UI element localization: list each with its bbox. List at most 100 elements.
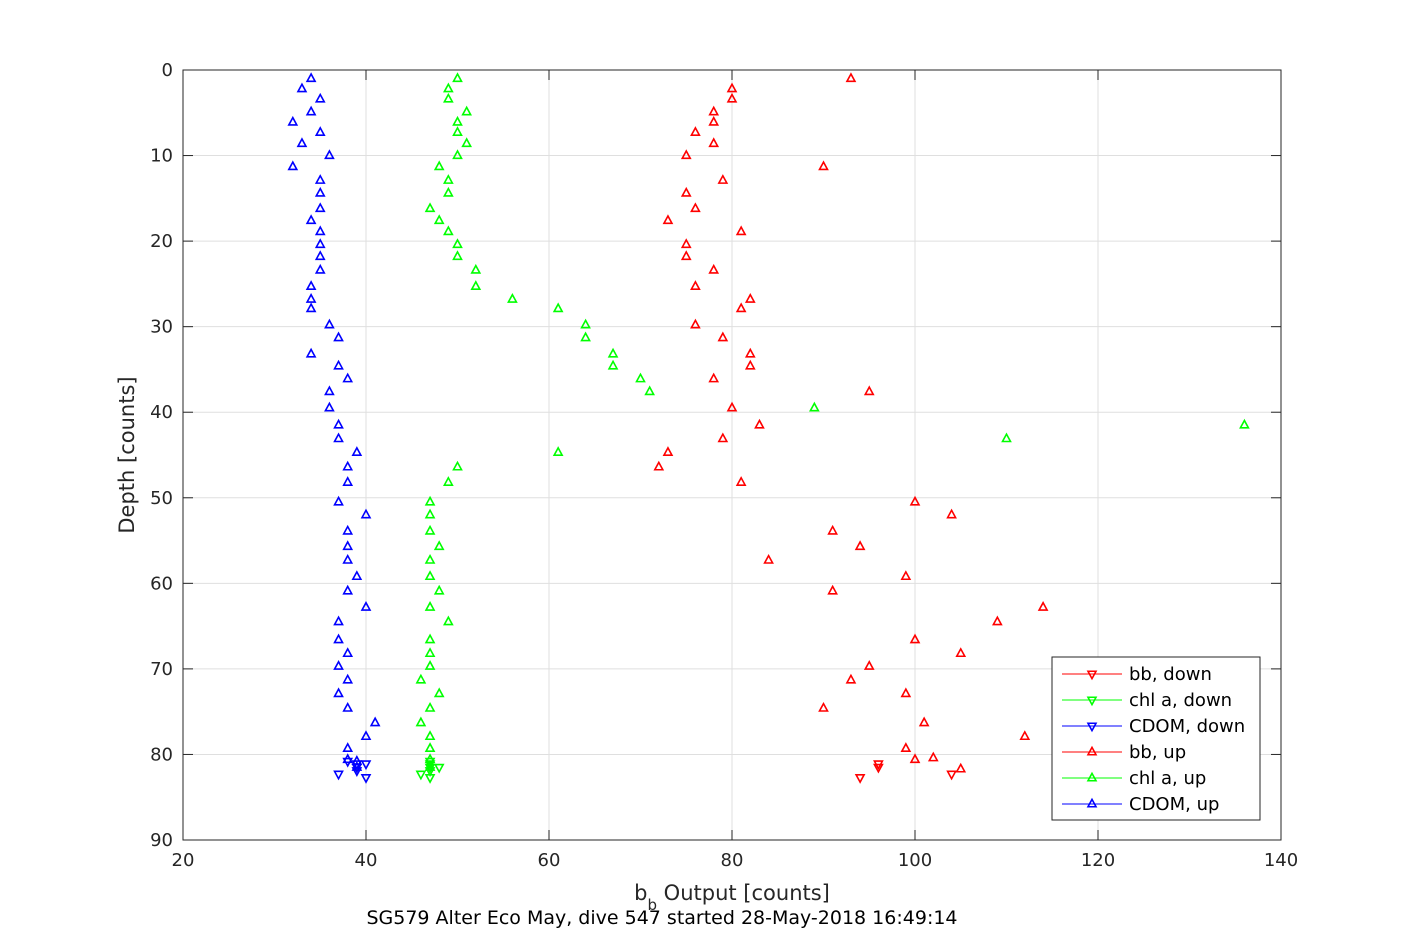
data-point xyxy=(360,508,372,519)
data-point xyxy=(342,753,354,764)
data-point xyxy=(726,401,738,412)
data-point xyxy=(305,105,317,116)
data-point xyxy=(415,716,427,727)
legend-entry: chl a, up xyxy=(1129,768,1206,789)
data-point xyxy=(1239,418,1250,429)
data-point xyxy=(827,584,838,595)
y-tick-label: 10 xyxy=(150,146,173,167)
y-tick-label: 80 xyxy=(150,744,173,765)
caption: SG579 Alter Eco May, dive 547 started 28… xyxy=(366,907,957,929)
data-point xyxy=(296,137,308,148)
data-point xyxy=(287,115,299,126)
data-point xyxy=(305,302,317,313)
data-point xyxy=(333,633,344,644)
data-point xyxy=(433,540,445,551)
data-point xyxy=(415,770,427,781)
legend-marker xyxy=(1086,670,1098,681)
data-point xyxy=(360,601,372,611)
data-point xyxy=(287,160,299,171)
series-4 xyxy=(415,72,1250,771)
data-point xyxy=(424,730,436,741)
data-point xyxy=(433,763,445,774)
data-point xyxy=(305,280,317,291)
legend-entry: chl a, down xyxy=(1129,690,1232,711)
data-point xyxy=(552,446,564,456)
legend-marker xyxy=(1086,797,1098,808)
y-tick-label: 60 xyxy=(150,573,173,594)
data-point xyxy=(680,238,692,249)
data-point xyxy=(324,149,335,160)
data-point xyxy=(351,761,363,771)
data-point xyxy=(351,446,363,456)
data-point xyxy=(955,647,967,658)
data-point xyxy=(443,615,454,626)
data-point xyxy=(443,476,454,486)
data-point xyxy=(680,149,692,160)
x-tick-label: 120 xyxy=(1081,850,1115,871)
data-point xyxy=(607,347,619,358)
data-point xyxy=(754,418,765,429)
y-tick-label: 0 xyxy=(162,60,173,81)
data-point xyxy=(333,331,344,342)
data-point xyxy=(726,92,738,103)
data-point xyxy=(333,432,344,443)
data-point xyxy=(342,476,354,486)
legend-entry: CDOM, up xyxy=(1129,794,1219,815)
data-point xyxy=(726,82,738,93)
data-point xyxy=(314,186,326,197)
legend-entry: bb, down xyxy=(1129,664,1212,685)
data-point xyxy=(735,476,747,486)
data-point xyxy=(424,742,436,753)
legend-marker xyxy=(1086,696,1098,707)
data-point xyxy=(415,673,427,684)
data-point xyxy=(424,633,436,644)
data-point xyxy=(863,385,875,396)
data-point xyxy=(314,238,326,249)
data-point xyxy=(424,761,436,771)
data-point xyxy=(452,250,463,261)
data-point xyxy=(360,773,372,784)
data-point xyxy=(854,773,866,784)
data-point xyxy=(443,174,454,184)
y-tick-label: 40 xyxy=(150,402,173,423)
data-point xyxy=(333,660,344,670)
data-point xyxy=(443,92,454,103)
data-point xyxy=(690,202,701,213)
data-point xyxy=(946,770,957,781)
legend-marker xyxy=(1086,722,1098,733)
data-point xyxy=(909,495,921,506)
data-point xyxy=(854,540,866,551)
data-point xyxy=(342,673,354,684)
data-point xyxy=(314,250,326,261)
x-tick-label: 140 xyxy=(1264,850,1298,871)
data-point xyxy=(452,149,463,160)
data-point xyxy=(662,214,674,225)
data-point xyxy=(305,214,317,225)
x-axis-label-main: b xyxy=(634,881,647,905)
data-point xyxy=(955,762,967,773)
axis-ticks: 20 40 60 80 100 120 140 0 10 20 30 40 50 60 70 80 90 xyxy=(150,60,1298,871)
data-point xyxy=(744,293,756,303)
data-point xyxy=(342,553,354,564)
data-point xyxy=(818,701,829,712)
data-point xyxy=(690,126,701,137)
data-point xyxy=(433,584,445,595)
data-point xyxy=(735,302,747,313)
data-point xyxy=(662,446,674,456)
data-point xyxy=(653,460,665,471)
data-point xyxy=(708,137,720,148)
data-point xyxy=(470,280,482,291)
data-point xyxy=(900,742,912,753)
data-point xyxy=(744,359,756,370)
data-point xyxy=(424,495,436,506)
data-point xyxy=(809,401,820,412)
data-point xyxy=(314,174,326,184)
data-point xyxy=(708,372,720,383)
data-point xyxy=(507,293,518,303)
legend-entry: bb, up xyxy=(1129,742,1186,763)
data-point xyxy=(296,82,308,93)
data-point xyxy=(1019,730,1031,741)
data-point xyxy=(580,318,591,329)
data-point xyxy=(424,508,436,519)
x-axis-label-rest: Output [counts] xyxy=(657,881,830,905)
